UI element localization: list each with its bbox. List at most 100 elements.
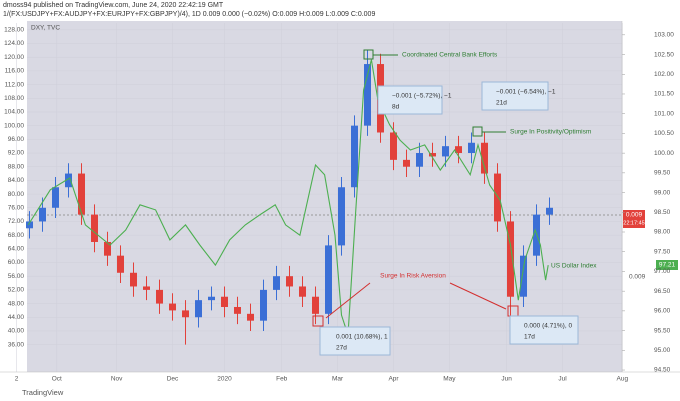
candle-body (247, 313, 254, 321)
candle-body (208, 296, 215, 301)
candle-body (260, 289, 267, 321)
y-tick-label: 76.00 (8, 204, 25, 211)
y2-tick-label: 95.00 (654, 347, 671, 354)
candle-body (169, 303, 176, 311)
y2-tick-label: 102.50 (654, 51, 674, 58)
y2-tick-label: 98.00 (654, 229, 671, 236)
x-tick-label: Mar (332, 376, 344, 383)
last-price: 0.009 (626, 212, 643, 219)
y-tick-label: 100.00 (4, 122, 24, 129)
candle-body (39, 207, 46, 222)
x-tick-label: Jun (501, 376, 512, 383)
candle-body (338, 187, 345, 246)
measure-duration: 8d (392, 104, 400, 111)
candle-body (312, 296, 319, 314)
y-tick-label: 72.00 (8, 218, 25, 225)
y2-tick-label: 101.50 (654, 91, 674, 98)
y-tick-label: 92.00 (8, 150, 25, 157)
candle-body (351, 125, 358, 188)
last-price-tag (623, 210, 645, 228)
candle-body (442, 146, 449, 157)
candle-body (455, 146, 462, 154)
y-tick-label: 88.00 (8, 163, 25, 170)
measure-box: −0.001 (−6.54%), −1 21d (481, 81, 556, 111)
candle-body (234, 306, 241, 314)
measure-duration: 17d (524, 334, 535, 341)
y2-tick-label: 100.50 (654, 130, 674, 137)
arrow (325, 282, 371, 319)
y-tick-label: 108.00 (4, 95, 24, 102)
x-tick-label: Apr (388, 376, 399, 383)
measure-value: 0.000 (4.71%), 0 (524, 323, 572, 330)
x-tick-label: May (443, 376, 456, 383)
x-tick-label: 2020 (217, 376, 232, 383)
annotation: Surge In Positivity/Optimism (510, 129, 591, 136)
dxy-tag (656, 260, 678, 270)
candle-body (78, 173, 85, 215)
candle-body (286, 276, 293, 287)
candle-body (403, 159, 410, 167)
candle-body (143, 286, 150, 290)
candle-body (546, 207, 553, 215)
x-tick-label: Aug (617, 376, 629, 383)
candle-body (325, 245, 332, 314)
x-tick-label: Oct (52, 376, 62, 383)
candle-body (416, 153, 423, 167)
y2-tick-label: 99.00 (654, 189, 671, 196)
y-tick-label: 68.00 (8, 232, 25, 239)
scale-value: 0.009 (629, 274, 646, 281)
candle-body (195, 300, 202, 318)
y2-tick-label: 96.50 (654, 288, 671, 295)
symbol: 1/(FX:USDJPY+FX:AUDJPY+FX:EURJPY+FX:GBPJ… (3, 11, 375, 18)
plot-background (27, 21, 622, 372)
x-tick-label: 2 (15, 376, 19, 383)
x-tick-label: Dec (167, 376, 179, 383)
brand: TradingView (22, 388, 64, 397)
candle-body (273, 276, 280, 290)
y2-tick-label: 97.50 (654, 248, 671, 255)
y2-tick-label: 103.00 (654, 32, 674, 39)
y-tick-label: 112.00 (5, 81, 25, 88)
measure-box: −0.001 (−5.72%), −1 8d (377, 85, 452, 115)
y-tick-label: 84.00 (8, 177, 25, 184)
y-tick-label: 64.00 (8, 246, 25, 253)
candle-body (520, 255, 527, 297)
y2-tick-label: 100.00 (654, 150, 674, 157)
y-tick-label: 56.00 (8, 273, 25, 280)
y2-tick-label: 96.00 (654, 308, 671, 315)
candle-body (299, 286, 306, 297)
arrow (449, 282, 507, 310)
measure-box: 0.000 (4.71%), 0 17d (509, 315, 579, 345)
y2-tick-label: 97.00 (654, 268, 671, 275)
measure-box: 0.001 (10.68%), 1 27d (319, 326, 391, 356)
candle-body (130, 272, 137, 287)
candle-body (481, 142, 488, 174)
candle-body (52, 187, 59, 208)
legend-entry: US Dollar Index (551, 263, 597, 270)
y2-tick-label: 98.50 (654, 209, 671, 216)
measure-duration: 21d (496, 100, 507, 107)
x-tick-label: Nov (111, 376, 123, 383)
annotation: Surge In Risk Aversion (380, 273, 446, 280)
y-tick-label: 48.00 (8, 300, 25, 307)
candle-body (182, 310, 189, 318)
y-tick-label: 124.00 (4, 40, 24, 47)
candle-body (364, 64, 371, 126)
y-tick-label: 52.00 (8, 287, 25, 294)
y2-tick-label: 99.50 (654, 170, 671, 177)
y2-tick-label: 95.50 (654, 327, 671, 334)
y-tick-label: 104.00 (4, 109, 24, 116)
candle-body (468, 142, 475, 154)
x-tick-label: Feb (276, 376, 288, 383)
candle-body (156, 289, 163, 304)
annotation: Coordinated Central Bank Efforts (402, 52, 498, 59)
dxy-price: 97.21 (659, 262, 676, 269)
candle-body (494, 173, 501, 222)
y-tick-label: 96.00 (8, 136, 25, 143)
y2-tick-label: 101.00 (654, 110, 674, 117)
candle-body (65, 173, 72, 188)
x-tick-label: Jul (558, 376, 567, 383)
candle-body (91, 214, 98, 242)
measure-value: −0.001 (−6.54%), −1 (496, 89, 556, 96)
